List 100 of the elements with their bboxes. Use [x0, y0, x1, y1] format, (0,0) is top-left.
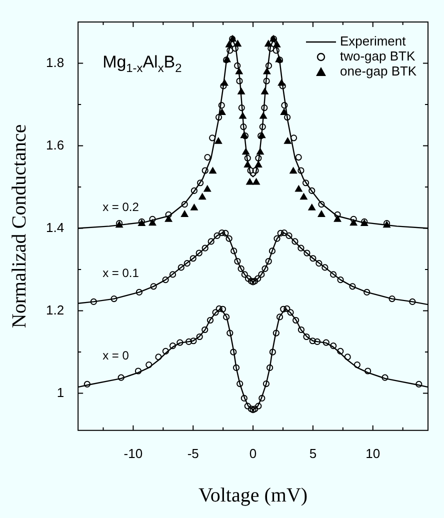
- point: [196, 250, 202, 256]
- point: [262, 380, 270, 388]
- point: [248, 406, 255, 412]
- point: [322, 264, 328, 271]
- point: [284, 305, 290, 312]
- point: [281, 102, 288, 109]
- point: [226, 330, 234, 336]
- point: [176, 339, 184, 346]
- point: [110, 296, 118, 302]
- point: [252, 178, 260, 185]
- x-axis-title: Voltage (mV): [198, 484, 308, 506]
- point: [246, 178, 254, 185]
- point: [150, 283, 157, 290]
- point: [292, 316, 300, 324]
- point: [186, 338, 192, 346]
- point: [330, 342, 337, 350]
- point: [230, 248, 238, 254]
- point: [149, 216, 156, 222]
- point: [280, 306, 287, 312]
- point: [209, 167, 216, 174]
- point: [244, 402, 251, 410]
- point: [295, 185, 302, 192]
- point: [190, 255, 196, 262]
- point: [240, 394, 248, 402]
- y-tick-label: 1: [56, 384, 64, 400]
- legend-label: one-gap BTK: [340, 64, 417, 79]
- point: [204, 154, 211, 161]
- point: [322, 339, 330, 346]
- y-axis-title: Normalizad Conductance: [8, 124, 30, 328]
- point: [252, 167, 259, 174]
- point: [337, 348, 344, 354]
- point: [180, 210, 188, 217]
- point: [218, 230, 226, 236]
- point: [304, 250, 310, 256]
- point: [222, 230, 229, 237]
- point: [190, 338, 197, 344]
- point: [266, 364, 274, 371]
- point: [409, 298, 416, 305]
- point: [208, 238, 214, 245]
- point: [196, 333, 203, 340]
- x-tick-label: -5: [187, 446, 199, 461]
- point: [240, 123, 247, 130]
- point: [226, 47, 234, 54]
- point: [232, 364, 240, 371]
- point: [303, 333, 310, 340]
- point: [265, 258, 272, 265]
- y-tick-label: 1.2: [46, 302, 64, 318]
- point: [330, 271, 337, 278]
- x-tick-label: 0: [249, 446, 257, 461]
- point: [316, 260, 322, 267]
- point: [220, 82, 227, 90]
- point: [318, 210, 326, 217]
- point: [206, 316, 214, 324]
- point: [202, 326, 208, 334]
- point: [388, 296, 396, 302]
- point: [214, 138, 222, 144]
- point: [344, 354, 351, 360]
- y-tick-label: 1.8: [46, 54, 64, 70]
- point: [309, 338, 316, 344]
- point: [416, 380, 422, 388]
- point: [234, 258, 241, 265]
- point: [262, 265, 268, 272]
- point: [226, 235, 232, 242]
- point: [255, 154, 262, 162]
- point: [212, 309, 219, 316]
- point: [350, 216, 357, 222]
- point: [169, 271, 176, 278]
- point: [334, 211, 341, 218]
- point: [250, 278, 256, 286]
- point: [269, 348, 276, 356]
- point: [300, 193, 308, 200]
- point: [198, 193, 206, 200]
- point: [244, 275, 252, 282]
- point: [155, 354, 162, 360]
- point: [162, 276, 169, 284]
- point: [250, 406, 256, 414]
- point: [178, 264, 184, 271]
- point: [258, 394, 266, 402]
- annotation: x = 0.2: [102, 200, 140, 214]
- point: [118, 374, 124, 381]
- point: [252, 406, 258, 412]
- point: [216, 305, 222, 312]
- point: [292, 238, 298, 245]
- point: [164, 216, 172, 222]
- point: [302, 180, 310, 186]
- legend-label: two-gap BTK: [340, 48, 416, 64]
- point: [268, 45, 274, 52]
- point: [258, 271, 265, 278]
- point: [349, 283, 356, 290]
- point: [169, 342, 176, 350]
- point: [230, 348, 237, 356]
- point: [84, 380, 90, 388]
- y-tick-label: 1.4: [46, 220, 64, 235]
- point: [286, 232, 292, 239]
- point: [181, 201, 188, 208]
- point: [254, 275, 262, 282]
- point: [238, 104, 245, 112]
- point: [208, 134, 216, 142]
- point: [215, 114, 222, 121]
- point: [261, 104, 268, 112]
